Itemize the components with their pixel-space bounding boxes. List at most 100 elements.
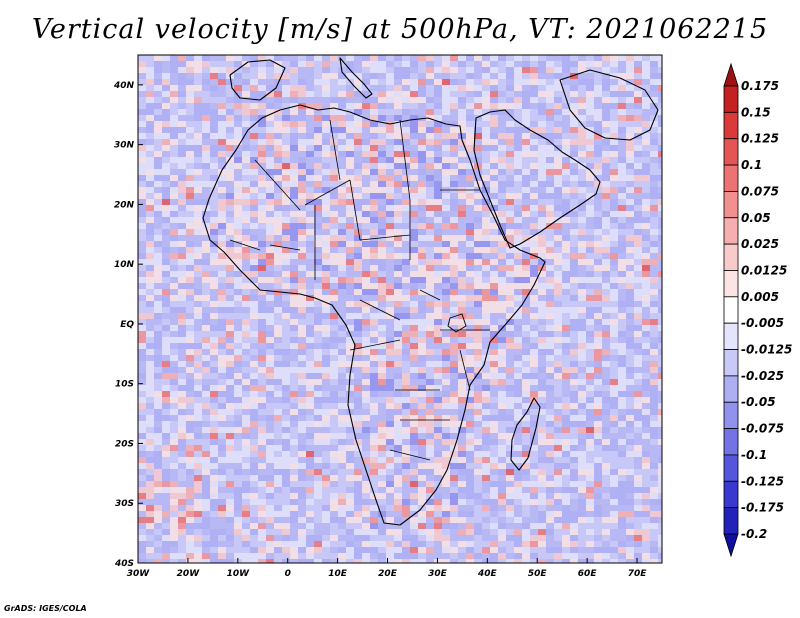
field-cell	[642, 283, 650, 289]
field-cell	[610, 427, 618, 433]
field-cell	[162, 205, 170, 211]
field-cell	[186, 175, 194, 181]
field-cell	[586, 457, 594, 463]
field-cell	[506, 517, 514, 523]
field-cell	[266, 493, 274, 499]
field-cell	[482, 325, 490, 331]
field-cell	[394, 301, 402, 307]
field-cell	[634, 229, 642, 235]
field-cell	[578, 289, 586, 295]
field-cell	[482, 169, 490, 175]
field-cell	[514, 487, 522, 493]
field-cell	[514, 535, 522, 541]
field-cell	[210, 343, 218, 349]
field-cell	[618, 325, 626, 331]
field-cell	[178, 187, 186, 193]
field-cell	[450, 169, 458, 175]
field-cell	[258, 175, 266, 181]
field-cell	[602, 349, 610, 355]
field-cell	[218, 409, 226, 415]
field-cell	[306, 331, 314, 337]
field-cell	[146, 313, 154, 319]
field-cell	[346, 355, 354, 361]
field-cell	[218, 319, 226, 325]
field-cell	[234, 391, 242, 397]
field-cell	[354, 121, 362, 127]
longitude-axis: 30W 20W 10W 0 10E 20E 30E 40E 50E 60E 70E	[127, 558, 647, 579]
field-cell	[338, 121, 346, 127]
field-cell	[402, 295, 410, 301]
colorbar-swatch	[723, 217, 739, 245]
field-cell	[546, 85, 554, 91]
field-cell	[410, 121, 418, 127]
field-cell	[522, 349, 530, 355]
field-cell	[578, 127, 586, 133]
field-cell	[194, 253, 202, 259]
field-cell	[530, 373, 538, 379]
field-cell	[170, 253, 178, 259]
field-cell	[274, 391, 282, 397]
field-cell	[330, 127, 338, 133]
field-cell	[490, 205, 498, 211]
field-cell	[210, 109, 218, 115]
field-cell	[538, 391, 546, 397]
field-cell	[290, 367, 298, 373]
field-cell	[250, 121, 258, 127]
field-cell	[410, 373, 418, 379]
field-cell	[474, 445, 482, 451]
field-cell	[546, 331, 554, 337]
field-cell	[386, 415, 394, 421]
field-cell	[306, 289, 314, 295]
velocity-field	[138, 55, 662, 563]
field-cell	[338, 487, 346, 493]
field-cell	[338, 403, 346, 409]
field-cell	[282, 511, 290, 517]
field-cell	[306, 499, 314, 505]
field-cell	[498, 433, 506, 439]
field-cell	[490, 547, 498, 553]
field-cell	[218, 151, 226, 157]
field-cell	[434, 217, 442, 223]
field-cell	[442, 373, 450, 379]
field-cell	[522, 205, 530, 211]
field-cell	[426, 271, 434, 277]
field-cell	[426, 61, 434, 67]
field-cell	[586, 373, 594, 379]
field-cell	[642, 85, 650, 91]
field-cell	[394, 127, 402, 133]
field-cell	[354, 319, 362, 325]
field-cell	[354, 325, 362, 331]
field-cell	[586, 169, 594, 175]
field-cell	[354, 103, 362, 109]
field-cell	[370, 403, 378, 409]
field-cell	[258, 313, 266, 319]
field-cell	[442, 277, 450, 283]
field-cell	[194, 547, 202, 553]
field-cell	[554, 133, 562, 139]
field-cell	[522, 325, 530, 331]
field-cell	[306, 151, 314, 157]
field-cell	[186, 109, 194, 115]
field-cell	[394, 193, 402, 199]
field-cell	[538, 229, 546, 235]
field-cell	[226, 103, 234, 109]
field-cell	[434, 259, 442, 265]
field-cell	[586, 301, 594, 307]
field-cell	[554, 427, 562, 433]
field-cell	[306, 253, 314, 259]
field-cell	[266, 313, 274, 319]
field-cell	[250, 337, 258, 343]
field-cell	[154, 247, 162, 253]
field-cell	[138, 307, 146, 313]
field-cell	[362, 547, 370, 553]
field-cell	[178, 193, 186, 199]
field-cell	[330, 529, 338, 535]
field-cell	[434, 415, 442, 421]
field-cell	[418, 265, 426, 271]
field-cell	[498, 217, 506, 223]
field-cell	[530, 247, 538, 253]
field-cell	[458, 313, 466, 319]
field-cell	[362, 385, 370, 391]
field-cell	[186, 469, 194, 475]
field-cell	[538, 277, 546, 283]
